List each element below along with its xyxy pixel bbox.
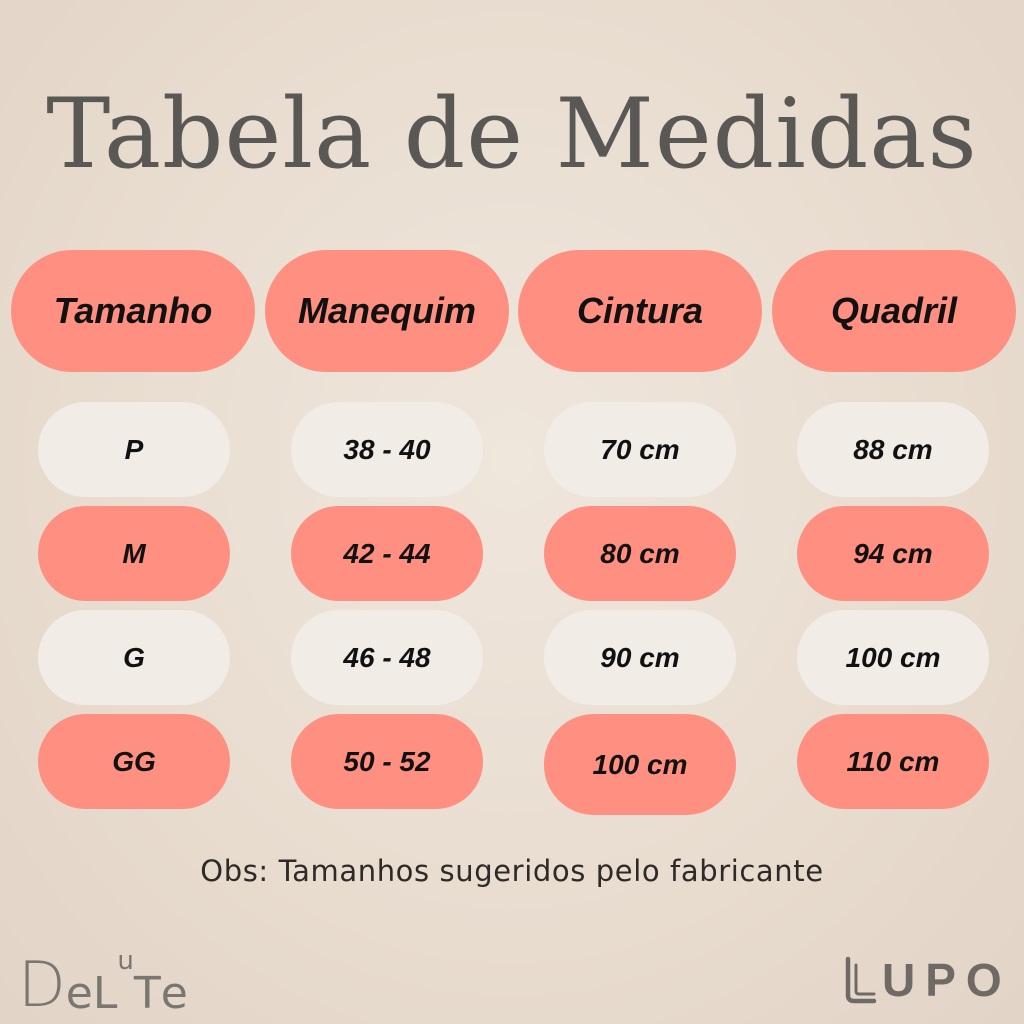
cell-quadril-g: 100 cm [797, 610, 989, 705]
header-cintura: Cintura [518, 250, 762, 372]
cell-quadril-p: 88 cm [797, 402, 989, 497]
header-quadril: Quadril [772, 250, 1016, 372]
cell-size-gg: GG [38, 714, 230, 809]
lupo-logo: UPO [842, 952, 1012, 1008]
size-note: Obs: Tamanhos sugeridos pelo fabricante [200, 854, 824, 888]
cell-size-g: G [38, 610, 230, 705]
cell-manequim-gg: 50 - 52 [291, 714, 483, 809]
cell-quadril-gg: 110 cm [797, 714, 989, 809]
cell-manequim-m: 42 - 44 [291, 506, 483, 601]
cell-size-m: M [38, 506, 230, 601]
lupo-wordmark: UPO [882, 954, 1012, 1006]
cell-cintura-g: 90 cm [544, 610, 736, 705]
cell-manequim-g: 46 - 48 [291, 610, 483, 705]
cell-manequim-p: 38 - 40 [291, 402, 483, 497]
page-title: Tabela de Medidas [46, 78, 978, 190]
cell-quadril-m: 94 cm [797, 506, 989, 601]
cell-size-p: P [38, 402, 230, 497]
header-tamanho: Tamanho [11, 250, 255, 372]
cell-cintura-p: 70 cm [544, 402, 736, 497]
header-manequim: Manequim [265, 250, 509, 372]
cell-cintura-m: 80 cm [544, 506, 736, 601]
lupo-swoosh-icon [845, 956, 877, 1004]
cell-cintura-gg: 100 cm [544, 714, 736, 815]
